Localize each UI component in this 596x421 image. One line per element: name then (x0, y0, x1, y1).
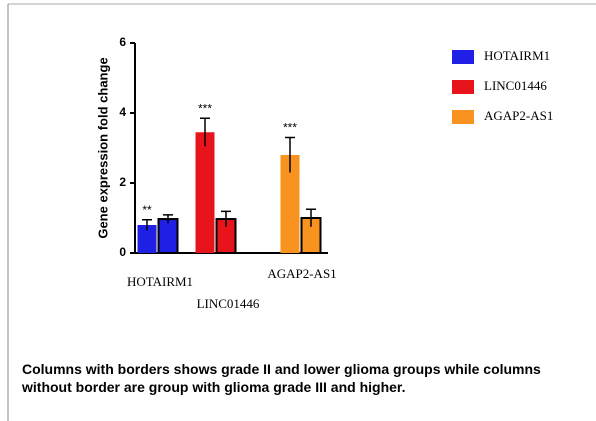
x-tick-label: HOTAIRM1 (127, 274, 193, 289)
legend-swatch (452, 80, 474, 94)
y-tick-label: 6 (119, 35, 126, 49)
y-tick-label: 2 (119, 175, 126, 189)
x-tick-label: LINC01446 (197, 296, 260, 311)
bar (280, 155, 300, 253)
legend-swatch (452, 50, 474, 64)
bar (137, 225, 157, 253)
legend-swatch (452, 110, 474, 124)
y-tick-label: 4 (119, 105, 126, 119)
annotation: ** (142, 203, 152, 217)
bar (195, 132, 215, 253)
y-axis-label: Gene expression fold change (95, 57, 110, 238)
x-tick-label: AGAP2-AS1 (267, 266, 336, 281)
legend-label: LINC01446 (484, 78, 547, 93)
legend-label: AGAP2-AS1 (484, 108, 553, 123)
annotation: *** (198, 101, 212, 115)
caption: Columns with borders shows grade II and … (22, 361, 541, 395)
caption-box: Columns with borders shows grade II and … (22, 361, 541, 395)
legend-label: HOTAIRM1 (484, 48, 550, 63)
bar (157, 218, 179, 255)
annotation: *** (283, 121, 297, 135)
y-tick-label: 0 (119, 245, 126, 259)
